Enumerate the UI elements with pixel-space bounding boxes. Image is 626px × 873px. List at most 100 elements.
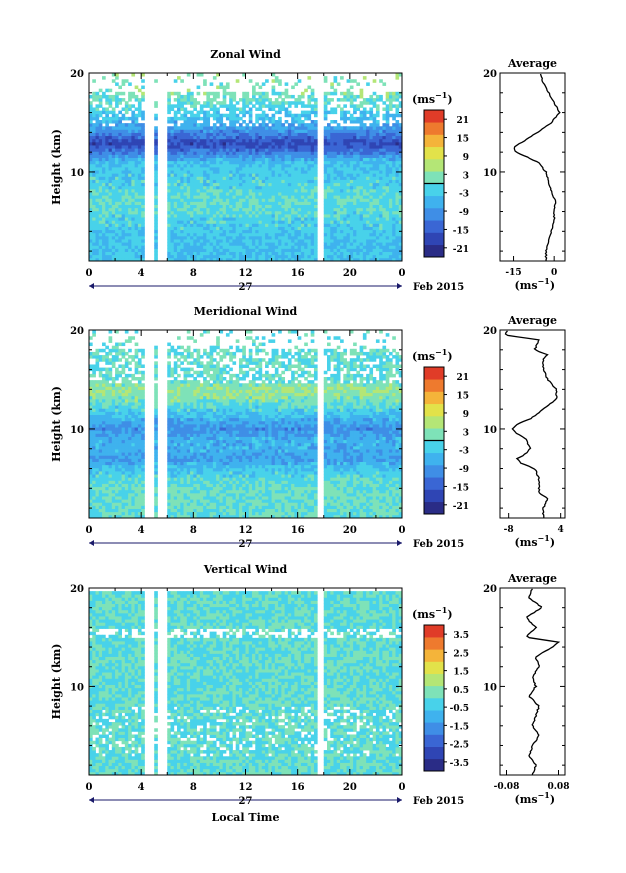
heatmap-cell [95, 514, 100, 519]
heatmap-cell [92, 182, 96, 187]
heatmap-cell [108, 455, 113, 459]
heatmap-cell [340, 91, 344, 96]
heatmap-cell [89, 223, 93, 227]
heatmap-cell [258, 210, 263, 215]
heatmap-cell [170, 201, 175, 205]
heatmap-cell [229, 98, 233, 102]
heatmap-cell [274, 129, 279, 133]
heatmap-cell [304, 179, 308, 184]
heatmap-cell [395, 248, 400, 252]
heatmap-cell [137, 104, 142, 108]
heatmap-cell [327, 207, 331, 212]
heatmap-cell [115, 138, 119, 143]
heatmap-cell [379, 204, 383, 209]
heatmap-cell [388, 135, 393, 140]
heatmap-cell [258, 145, 263, 149]
heatmap-cell [271, 88, 276, 93]
heatmap-cell [225, 170, 230, 174]
heatmap-cell [108, 439, 113, 444]
heatmap-cell [343, 113, 347, 118]
heatmap-cell [206, 101, 211, 105]
heatmap-cell [268, 257, 272, 262]
heatmap-cell [98, 464, 103, 469]
heatmap-cell [366, 217, 370, 221]
heatmap-cell [128, 94, 132, 99]
heatmap-cell [89, 436, 93, 441]
heatmap-cell [349, 120, 354, 124]
heatmap-cell [313, 107, 318, 111]
date-label: 27 [239, 282, 253, 293]
heatmap-cell [232, 254, 237, 259]
heatmap-cell [173, 192, 178, 196]
heatmap-cell [261, 176, 266, 180]
heatmap-cell [89, 126, 93, 130]
heatmap-cell [177, 141, 181, 146]
heatmap-cell [118, 204, 122, 209]
heatmap-cell [180, 148, 184, 152]
heatmap-cell [398, 198, 403, 202]
heatmap-cell [278, 235, 282, 240]
heatmap-cell [271, 123, 276, 127]
heatmap-cell [323, 254, 328, 259]
heatmap-cell [245, 248, 250, 252]
heatmap-cell [235, 132, 240, 137]
heatmap-cell [128, 173, 132, 177]
heatmap-cell [349, 204, 354, 209]
heatmap-cell [300, 145, 305, 149]
heatmap-cell [232, 248, 237, 252]
heatmap-cell [271, 232, 276, 237]
heatmap-cell [206, 173, 211, 177]
heatmap-cell [252, 235, 256, 240]
heatmap-cell [359, 239, 364, 243]
heatmap-cell [154, 132, 158, 137]
heatmap-cell [258, 160, 263, 165]
heatmap-cell [235, 170, 240, 174]
heatmap-cell [170, 245, 175, 249]
heatmap-cell [173, 132, 178, 137]
heatmap-cell [382, 116, 387, 121]
heatmap-cell [261, 207, 266, 212]
heatmap-cell [248, 214, 253, 218]
heatmap-cell [225, 254, 230, 259]
heatmap-cell [284, 88, 289, 93]
heatmap-cell [216, 235, 220, 240]
heatmap-cell [359, 129, 364, 133]
heatmap-cell [242, 223, 246, 227]
heatmap-cell [359, 185, 364, 190]
heatmap-cell [134, 214, 139, 218]
heatmap-cell [118, 235, 122, 240]
heatmap-cell [89, 514, 93, 519]
heatmap-cell [124, 176, 129, 180]
heatmap-cell [372, 195, 377, 199]
heatmap-cell [98, 492, 103, 497]
heatmap-cell [105, 129, 109, 133]
heatmap-cell [375, 145, 380, 149]
heatmap-cell [353, 94, 357, 99]
heatmap-cell [255, 220, 259, 224]
heatmap-cell [121, 232, 126, 237]
heatmap-cell [284, 151, 289, 155]
heatmap-cell [170, 135, 175, 140]
heatmap-cell [141, 73, 145, 77]
heatmap-cell [193, 167, 197, 171]
heatmap-cell [248, 116, 253, 121]
heatmap-cell [307, 201, 312, 205]
heatmap-cell [346, 138, 351, 143]
heatmap-cell [177, 210, 181, 215]
heatmap-cell [203, 182, 207, 187]
heatmap-cell [190, 204, 194, 209]
heatmap-cell [98, 395, 103, 400]
heatmap-cell [268, 235, 272, 240]
heatmap-cell [212, 214, 217, 218]
heatmap-cell [385, 98, 390, 102]
heatmap-cell [206, 220, 211, 224]
heatmap-cell [395, 138, 400, 143]
heatmap-cell [180, 141, 184, 146]
heatmap-cell [121, 207, 126, 212]
heatmap-cell [294, 223, 299, 227]
heatmap-cell [307, 113, 312, 118]
heatmap-cell [362, 232, 367, 237]
heatmap-cell [108, 245, 113, 249]
heatmap-cell [190, 210, 194, 215]
heatmap-cell [340, 182, 344, 187]
